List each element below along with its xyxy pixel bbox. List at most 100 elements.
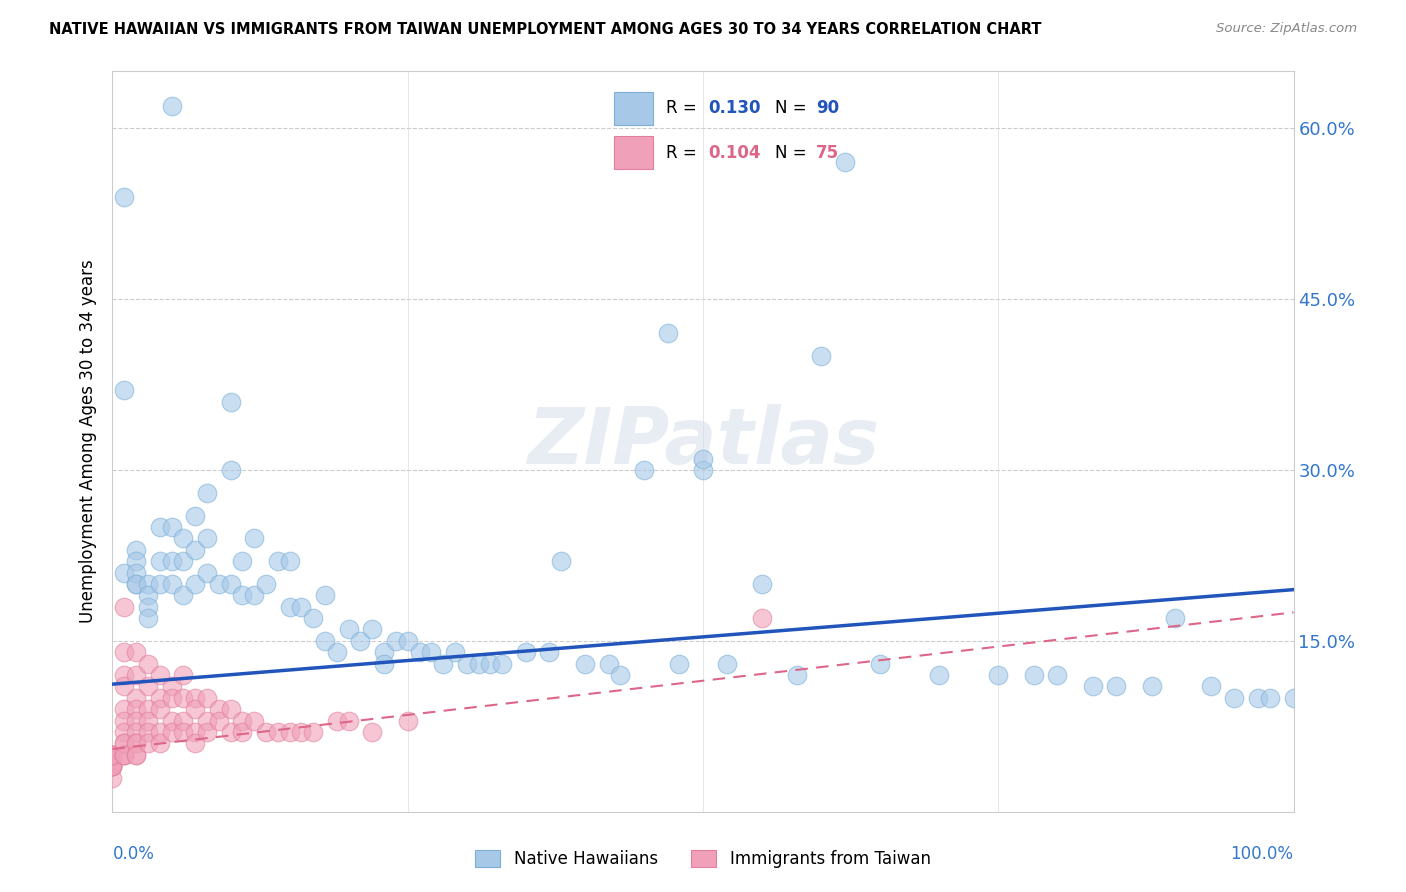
Point [1140, 680, 1163, 694]
Point [112, 680, 135, 694]
Point [219, 394, 242, 409]
Point [101, 759, 124, 773]
Point [101, 747, 124, 762]
Point [195, 690, 218, 705]
Point [112, 714, 135, 728]
Point [751, 611, 773, 625]
Point [125, 645, 148, 659]
Point [361, 725, 384, 739]
Point [125, 566, 148, 580]
Point [219, 463, 242, 477]
Point [219, 702, 242, 716]
Point [243, 588, 266, 602]
Point [112, 747, 135, 762]
Point [337, 714, 360, 728]
Point [125, 668, 148, 682]
Point [101, 759, 124, 773]
Point [420, 645, 443, 659]
Point [172, 714, 194, 728]
Point [112, 747, 135, 762]
Point [1022, 668, 1045, 682]
Point [267, 725, 290, 739]
Point [136, 725, 159, 739]
Point [112, 736, 135, 750]
Point [101, 747, 124, 762]
Point [125, 577, 148, 591]
Point [326, 714, 349, 728]
Point [326, 645, 349, 659]
Point [515, 645, 537, 659]
Point [160, 577, 183, 591]
Point [184, 702, 207, 716]
Point [112, 599, 135, 614]
Point [278, 599, 301, 614]
Point [657, 326, 679, 341]
Point [160, 725, 183, 739]
Point [491, 657, 513, 671]
Point [456, 657, 478, 671]
Point [184, 736, 207, 750]
Point [195, 566, 218, 580]
Point [396, 633, 419, 648]
Point [160, 520, 183, 534]
Point [136, 611, 159, 625]
Point [172, 690, 194, 705]
Point [751, 577, 773, 591]
Point [574, 657, 596, 671]
Point [208, 577, 231, 591]
Point [112, 747, 135, 762]
Point [314, 588, 336, 602]
Point [125, 725, 148, 739]
Point [195, 532, 218, 546]
Point [302, 611, 325, 625]
Point [231, 725, 253, 739]
Point [1282, 690, 1305, 705]
Point [136, 577, 159, 591]
Point [361, 623, 384, 637]
Point [101, 759, 124, 773]
Point [408, 645, 430, 659]
Point [231, 714, 253, 728]
Point [692, 463, 714, 477]
Point [125, 554, 148, 568]
Point [160, 98, 183, 112]
Point [184, 725, 207, 739]
Point [195, 725, 218, 739]
Point [136, 680, 159, 694]
Point [149, 725, 172, 739]
Point [219, 725, 242, 739]
Y-axis label: Unemployment Among Ages 30 to 34 years: Unemployment Among Ages 30 to 34 years [79, 260, 97, 624]
Point [101, 759, 124, 773]
Point [184, 690, 207, 705]
Point [184, 577, 207, 591]
Point [101, 747, 124, 762]
Point [1258, 690, 1281, 705]
Point [243, 532, 266, 546]
Point [125, 747, 148, 762]
Point [467, 657, 489, 671]
Point [810, 349, 832, 363]
Point [432, 657, 454, 671]
Point [195, 485, 218, 500]
Text: Source: ZipAtlas.com: Source: ZipAtlas.com [1216, 22, 1357, 36]
Point [112, 566, 135, 580]
Point [1105, 680, 1128, 694]
Point [125, 702, 148, 716]
Point [385, 633, 408, 648]
Point [184, 508, 207, 523]
Point [112, 668, 135, 682]
Text: 100.0%: 100.0% [1230, 845, 1294, 863]
Point [125, 747, 148, 762]
Point [1081, 680, 1104, 694]
Point [112, 645, 135, 659]
Point [254, 725, 277, 739]
Point [668, 657, 690, 671]
Point [598, 657, 620, 671]
Point [136, 714, 159, 728]
Point [125, 690, 148, 705]
Point [716, 657, 738, 671]
Point [160, 680, 183, 694]
Point [149, 554, 172, 568]
Point [125, 542, 148, 557]
Point [172, 725, 194, 739]
